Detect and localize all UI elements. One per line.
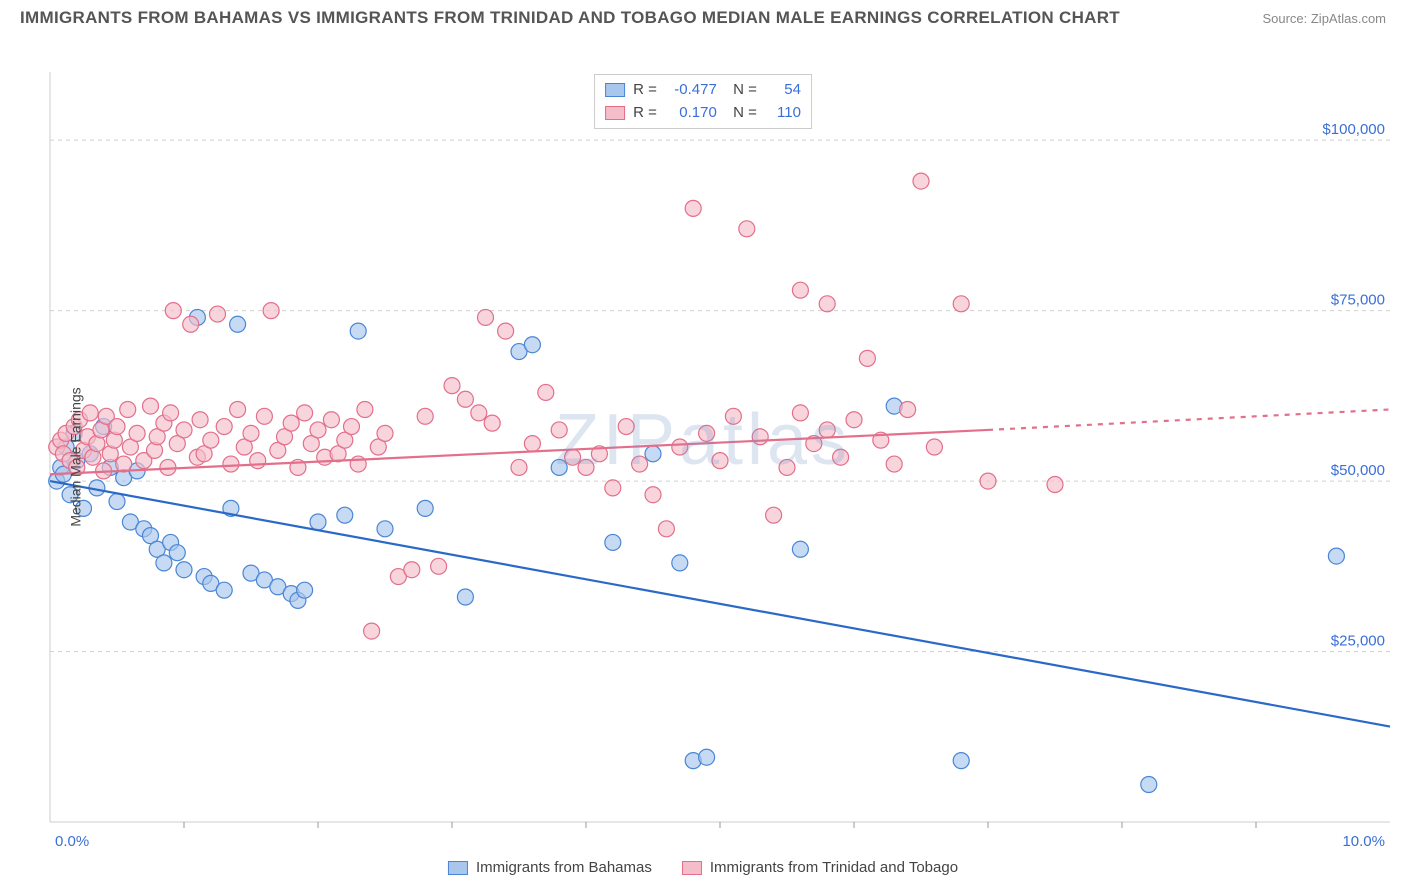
r-label: R =	[633, 102, 657, 125]
svg-text:$75,000: $75,000	[1331, 292, 1385, 309]
trinidad-swatch	[605, 106, 625, 120]
bahamas-swatch-icon	[448, 861, 468, 875]
svg-text:10.0%: 10.0%	[1342, 833, 1385, 850]
trinidad-legend-label: Immigrants from Trinidad and Tobago	[710, 859, 958, 876]
scatter-chart: $25,000 $50,000 $75,000 $100,000 0.0% 10.0%	[0, 32, 1406, 882]
bahamas-swatch	[605, 83, 625, 97]
svg-text:$100,000: $100,000	[1322, 121, 1385, 138]
r-label: R =	[633, 79, 657, 102]
chart-title: IMMIGRANTS FROM BAHAMAS VS IMMIGRANTS FR…	[20, 8, 1120, 28]
bahamas-r-value: -0.477	[665, 79, 717, 102]
trinidad-n-value: 110	[765, 102, 801, 125]
trinidad-r-value: 0.170	[665, 102, 717, 125]
n-label: N =	[725, 102, 757, 125]
bahamas-legend-label: Immigrants from Bahamas	[476, 859, 652, 876]
series-legend: Immigrants from Bahamas Immigrants from …	[448, 859, 958, 876]
bahamas-n-value: 54	[765, 79, 801, 102]
svg-text:0.0%: 0.0%	[55, 833, 89, 850]
svg-text:$25,000: $25,000	[1331, 633, 1385, 650]
svg-text:$50,000: $50,000	[1331, 462, 1385, 479]
trinidad-swatch-icon	[682, 861, 702, 875]
source-label: Source: ZipAtlas.com	[1262, 11, 1386, 26]
stats-legend: R = -0.477 N = 54 R = 0.170 N = 110	[594, 74, 812, 129]
n-label: N =	[725, 79, 757, 102]
y-axis-label: Median Male Earnings	[68, 387, 84, 526]
